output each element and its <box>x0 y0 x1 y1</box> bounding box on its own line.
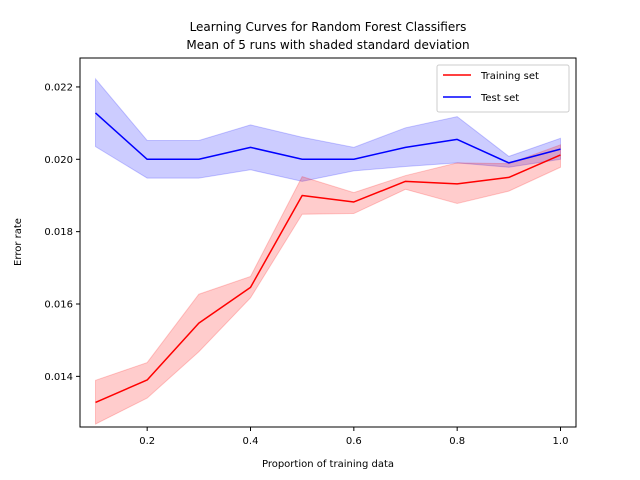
legend-label-training-set: Training set <box>480 71 539 82</box>
x-tick-label: 0.6 <box>346 436 362 447</box>
chart-subtitle: Mean of 5 runs with shaded standard devi… <box>186 38 469 52</box>
y-axis-label: Error rate <box>13 218 24 266</box>
chart-title: Learning Curves for Random Forest Classi… <box>190 20 467 34</box>
y-tick-label: 0.020 <box>44 155 73 166</box>
legend-label-test-set: Test set <box>480 93 519 104</box>
x-tick-label: 0.2 <box>139 436 155 447</box>
x-tick-label: 1.0 <box>553 436 569 447</box>
training-set-line <box>95 154 561 404</box>
test-set-line <box>94 112 561 164</box>
y-tick-label: 0.014 <box>44 372 73 383</box>
training-set-std-band <box>95 144 561 425</box>
legend: Training set Test set <box>436 64 570 113</box>
x-axis-label: Proportion of training data <box>262 459 394 470</box>
y-tick-label: 0.022 <box>44 82 73 93</box>
x-tick-label: 0.4 <box>243 436 259 447</box>
y-tick-label: 0.018 <box>44 227 73 238</box>
plot-frame <box>79 57 577 428</box>
y-tick-label: 0.016 <box>44 300 73 311</box>
axes: 0.2 0.4 0.6 0.8 1.0 0.014 0.016 0.018 0.020 0.022 <box>44 82 568 447</box>
x-tick-label: 0.8 <box>449 436 465 447</box>
legend-box <box>436 64 570 113</box>
plot-area <box>94 77 561 425</box>
